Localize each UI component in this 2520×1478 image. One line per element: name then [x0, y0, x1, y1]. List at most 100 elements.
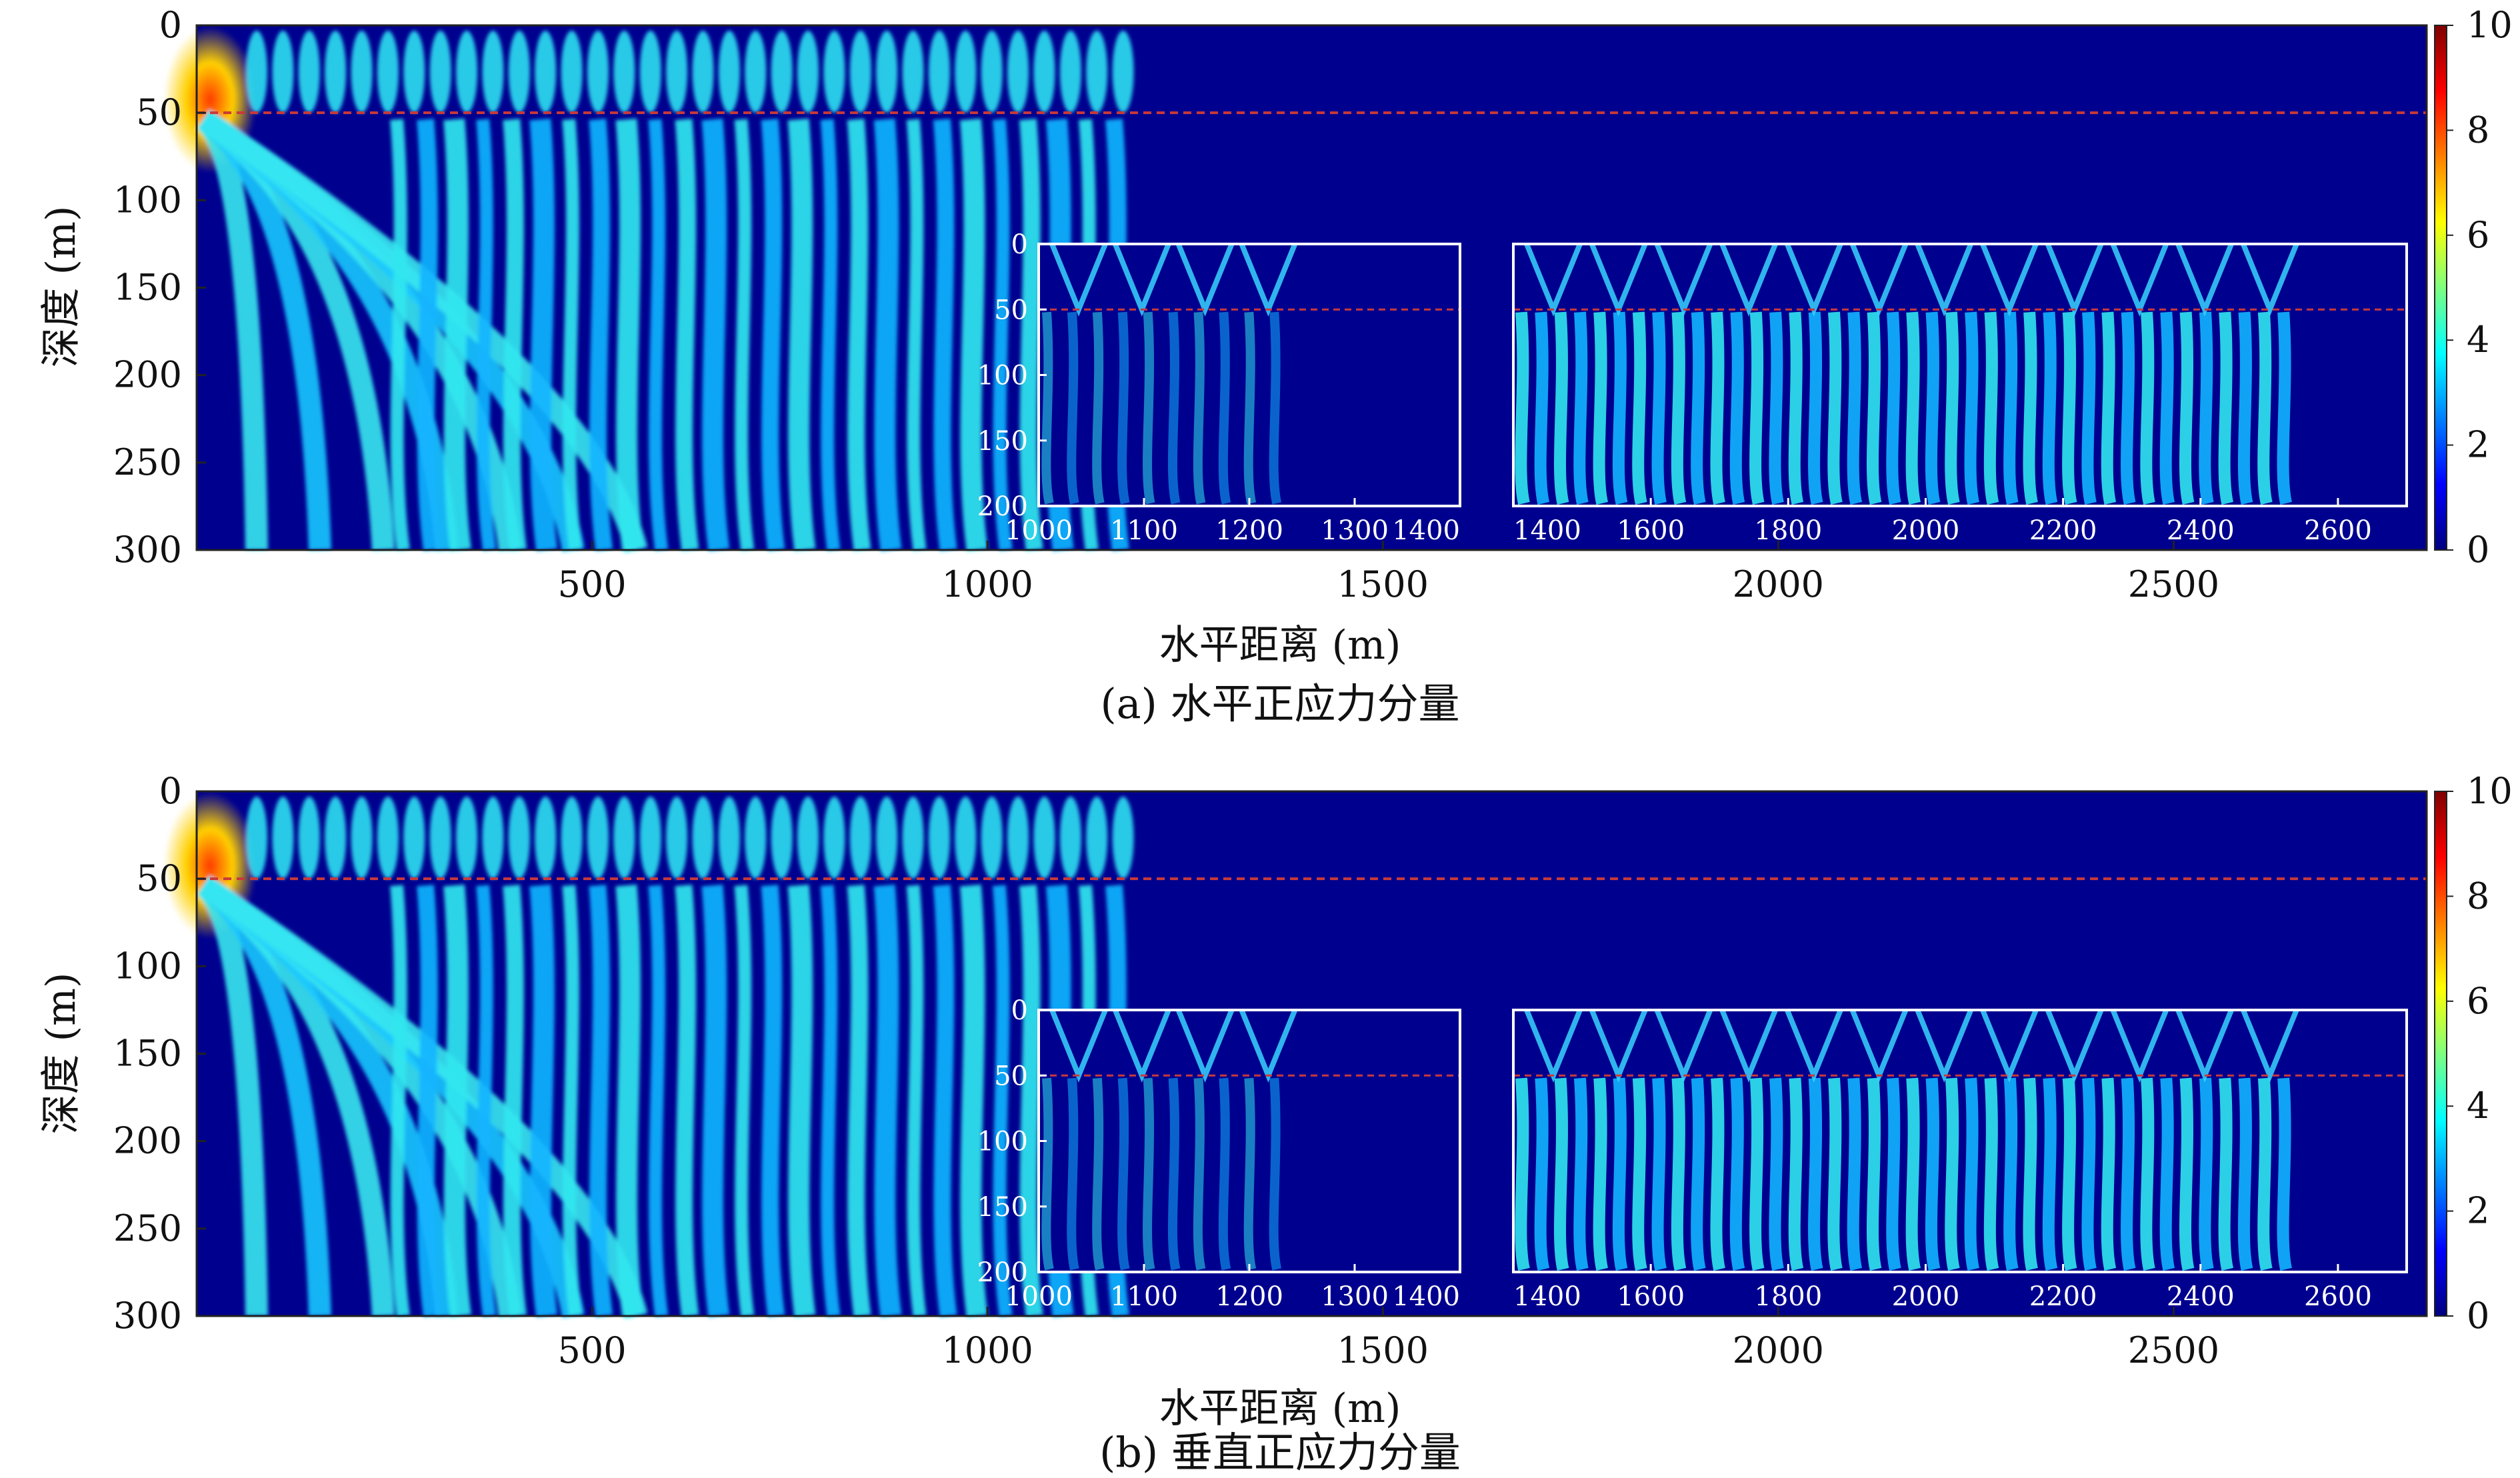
y-tick-label: 200 [113, 1120, 182, 1162]
surface-wave-lobe [1112, 31, 1134, 113]
inset-wave-stripe [2023, 1077, 2038, 1271]
surface-wave-lobe [561, 797, 583, 879]
inset-wave-stripe [1573, 1077, 1589, 1271]
inset-wave-stripe [1808, 311, 1823, 505]
surface-wave-lobe [298, 797, 320, 879]
surface-wave-lobe [981, 797, 1003, 879]
y-tick-label: 100 [113, 179, 182, 221]
inset-wave-stripe [2101, 311, 2117, 505]
inset-wave-stripe [1515, 311, 1530, 505]
wavefront-stripe [959, 884, 988, 1318]
inset-wave-stripe [1651, 311, 1667, 505]
surface-wave-lobe [325, 797, 347, 879]
colorbar: 0 2 4 6 8 10 [2434, 4, 2513, 571]
inset-wave-stripe [2277, 311, 2292, 505]
inset-y-tick-label: 100 [977, 361, 1028, 391]
surface-wave-lobe [272, 31, 294, 113]
wavefront-stripe [992, 119, 1013, 551]
panel-caption: (b) 垂直正应力分量 [1099, 1428, 1461, 1477]
inset-wave-stripe [1827, 1077, 1843, 1271]
inset-y-tick-label: 50 [994, 295, 1028, 325]
colorbar-tick-label: 2 [2467, 424, 2489, 466]
inset-wave-stripe [1749, 1077, 1765, 1271]
x-tick-label: 500 [558, 1329, 627, 1371]
surface-wave-lobe [613, 31, 635, 113]
inset-wave-stripe [1041, 1077, 1054, 1271]
y-tick-label: 250 [113, 1207, 182, 1249]
surface-wave-lobe [1112, 797, 1134, 879]
inset-wave-stripe [2140, 1077, 2155, 1271]
inset-wave-stripe [1945, 311, 1960, 505]
y-tick-label: 300 [113, 529, 182, 571]
surface-wave-lobe [849, 31, 871, 113]
inset-wave-stripe [1905, 311, 1921, 505]
colorbar-tick-label: 6 [2467, 980, 2489, 1022]
inset-wave-stripe [1041, 311, 1054, 505]
surface-wave-lobe [876, 31, 898, 113]
inset-wave-stripe [2023, 311, 2038, 505]
surface-wave-lobe [535, 31, 557, 113]
colorbar-tick-label: 8 [2467, 875, 2489, 917]
inset-wave-stripe [1651, 1077, 1667, 1271]
wavefront-stripe [390, 885, 410, 1317]
wavefront-stripe [529, 884, 558, 1318]
inset-wave-stripe [2237, 1077, 2253, 1271]
inset-x-tick-label: 1600 [1617, 515, 1685, 546]
inset-x-tick-label: 2400 [2167, 515, 2235, 546]
inset-wave-stripe [2237, 311, 2253, 505]
y-axis: 0 50 100 150 200 250 300 [113, 4, 206, 571]
wavefront-stripe [933, 885, 957, 1317]
inset-x-tick-label: 1000 [1005, 515, 1073, 546]
wavefront-stripe [615, 118, 644, 552]
surface-wave-lobe [1086, 797, 1108, 879]
colorbar-ticks: 0 2 4 6 8 10 [2447, 4, 2513, 571]
colorbar-tick-label: 8 [2467, 109, 2489, 151]
inset-wave-stripe [1847, 311, 1863, 505]
wavefront-stripe [847, 885, 871, 1317]
colorbar-tick-label: 4 [2467, 1085, 2489, 1127]
surface-wave-lobe [456, 797, 478, 879]
inset-wave-stripe [1092, 1077, 1105, 1271]
x-tick-label: 1500 [1337, 1329, 1429, 1371]
inset-wave-stripe [1167, 1077, 1181, 1271]
inset-wave-stripe [1243, 1077, 1257, 1271]
wavefront-stripe [787, 118, 816, 552]
wavefront-stripe [390, 119, 410, 551]
surface-wave-lobe [928, 797, 950, 879]
wavefront-stripe [701, 884, 730, 1318]
y-tick-label: 0 [159, 4, 182, 46]
surface-wave-lobe [849, 797, 871, 879]
inset-wave-stripe [2199, 1077, 2214, 1271]
inset-wave-stripe [2159, 1077, 2175, 1271]
surface-wave-lobe [587, 31, 609, 113]
surface-wave-lobe [771, 797, 793, 879]
inset-head-wave [2241, 243, 2299, 317]
y-tick-label: 200 [113, 354, 182, 396]
y-tick-label: 300 [113, 1295, 182, 1337]
inset-wave-stripe [1983, 311, 1999, 505]
inset-right: 1400 1600 1800 2000 2200 2400 2600 [1512, 1009, 2408, 1312]
inset-x-tick-label: 1100 [1110, 1281, 1178, 1312]
surface-wave-lobe [535, 797, 557, 879]
x-axis: 500 1000 1500 2000 2500 [558, 1307, 2219, 1371]
inset-left: 1000 1100 1200 1300 1400 0 50 100 150 200 [977, 995, 1461, 1312]
inset-wave-stripe [1769, 311, 1784, 505]
surface-wave-lobe [666, 797, 688, 879]
surface-wave-lobe [1086, 31, 1108, 113]
x-axis: 500 1000 1500 2000 2500 [558, 541, 2219, 605]
inset-wave-stripe [1964, 311, 1979, 505]
wavefront-stripe [734, 885, 755, 1317]
surface-wave-lobe [351, 31, 373, 113]
surface-wave-lobe [1033, 31, 1055, 113]
wavefront-stripe [906, 885, 927, 1317]
surface-wave-lobe [639, 31, 661, 113]
colorbar-gradient [2434, 25, 2447, 551]
wavefront-stripe [648, 119, 669, 551]
inset-wave-stripe [2179, 1077, 2195, 1271]
surface-wave-lobe [823, 797, 845, 879]
inset-head-wave [1175, 1009, 1235, 1083]
inset-x-tick-label: 1300 [1321, 1281, 1389, 1312]
